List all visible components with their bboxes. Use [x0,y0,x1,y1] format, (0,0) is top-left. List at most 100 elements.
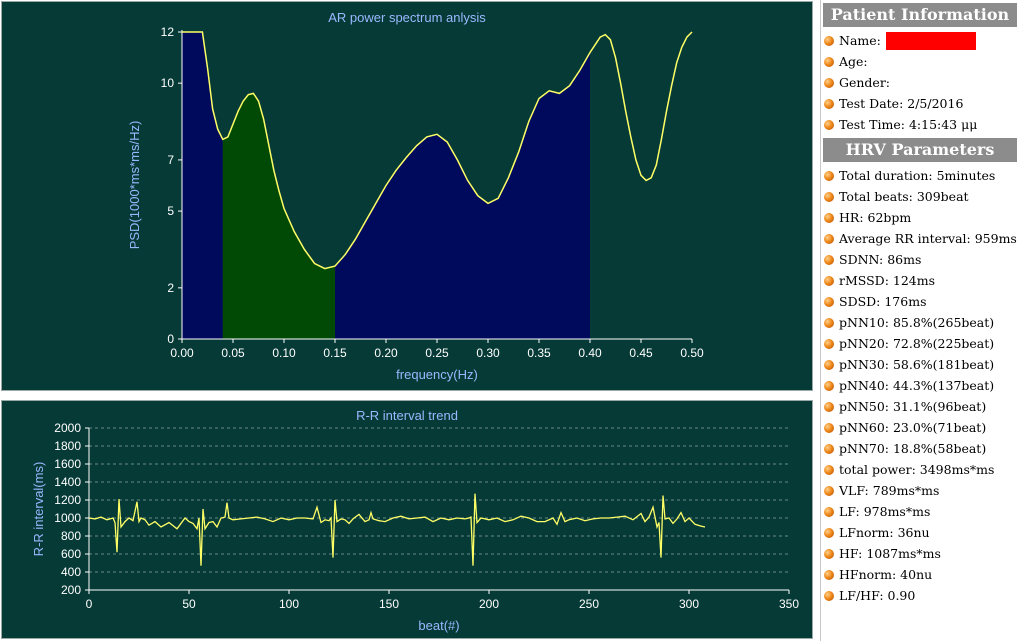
patient-info-label: Gender: [839,75,891,90]
psd-x-tick-label: 0.25 [425,346,449,360]
patient-info-list: Name: Age: Gender: Test Date: 2/5/2016 Test … [821,30,1019,135]
hrv-parameter-row: HR: 62bpm [821,207,1019,228]
psd-band-1 [222,93,335,340]
hrv-parameter-label: HR: 62bpm [839,210,912,225]
patient-info-label: Name: [839,33,881,48]
rr-y-tick-label: 2000 [54,421,81,435]
hrv-parameter-label: pNN60: 23.0%(71beat) [839,420,987,435]
psd-y-tick-label: 0 [167,332,174,346]
orange-bullet-icon [824,233,834,244]
psd-x-tick-label: 0.10 [272,346,296,360]
hrv-parameter-label: Total duration: 5minutes [839,168,996,183]
orange-bullet-icon [824,527,834,538]
hrv-parameter-row: pNN40: 44.3%(137beat) [821,375,1019,396]
psd-y-tick-label: 5 [167,204,174,218]
orange-bullet-icon [824,401,834,412]
hrv-parameter-row: total power: 3498ms*ms [821,459,1019,480]
hrv-parameter-label: Average RR interval: 959ms [839,231,1017,246]
rr-y-tick-label: 200 [61,583,81,597]
hrv-parameter-row: pNN50: 31.1%(96beat) [821,396,1019,417]
rr-y-tick-label: 1200 [54,493,81,507]
hrv-parameter-label: pNN70: 18.8%(58beat) [839,441,987,456]
psd-y-tick-label: 10 [161,76,175,90]
rr-x-tick-label: 150 [379,597,399,611]
rr-x-axis-label: beat(#) [418,618,459,633]
hrv-parameter-row: pNN70: 18.8%(58beat) [821,438,1019,459]
rr-y-tick-label: 1600 [54,457,81,471]
psd-chart-title: AR power spectrum anlysis [328,10,486,25]
hrv-parameter-row: Total duration: 5minutes [821,165,1019,186]
hrv-parameter-row: pNN30: 58.6%(181beat) [821,354,1019,375]
hrv-parameter-row: LF/HF: 0.90 [821,585,1019,606]
patient-info-label: Age: [839,54,868,69]
orange-bullet-icon [824,119,834,130]
hrv-parameter-row: SDSD: 176ms [821,291,1019,312]
patient-info-row: Name: [821,30,1019,51]
patient-info-row: Age: [821,51,1019,72]
patient-info-row: Test Time: 4:15:43 μμ [821,114,1019,135]
hrv-parameter-label: pNN20: 72.8%(225beat) [839,336,995,351]
hrv-parameter-label: rMSSD: 124ms [839,273,936,288]
orange-bullet-icon [824,56,834,67]
rr-chart-panel: 200 400 600 800 1000 1200 1400 1600 1800 2000 0 50 1… [1,400,813,639]
hrv-parameter-label: SDSD: 176ms [839,294,927,309]
orange-bullet-icon [824,443,834,454]
hrv-parameter-label: SDNN: 86ms [839,252,922,267]
rr-x-tick-label: 50 [182,597,196,611]
hrv-parameter-label: HF: 1087ms*ms [839,546,941,561]
orange-bullet-icon [824,35,834,46]
orange-bullet-icon [824,548,834,559]
hrv-parameter-row: LFnorm: 36nu [821,522,1019,543]
hrv-parameter-label: LF: 978ms*ms [839,504,931,519]
hrv-parameter-row: LF: 978ms*ms [821,501,1019,522]
hrv-parameter-label: pNN10: 85.8%(265beat) [839,315,995,330]
psd-y-tick-label: 2 [167,281,174,295]
psd-x-tick-label: 0.50 [680,346,704,360]
hrv-parameter-label: LFnorm: 36nu [839,525,930,540]
rr-y-tick-label: 400 [61,565,81,579]
rr-y-tick-label: 800 [61,529,81,543]
orange-bullet-icon [824,464,834,475]
info-sidebar: Patient Information Name: Age: Gender: Test… [820,0,1019,641]
rr-x-tick-label: 200 [479,597,499,611]
hrv-parameter-row: Total beats: 309beat [821,186,1019,207]
hrv-parameter-label: HFnorm: 40nu [839,567,933,582]
orange-bullet-icon [824,212,834,223]
patient-info-label: Test Date: 2/5/2016 [839,96,964,111]
psd-x-tick-label: 0.40 [578,346,602,360]
psd-band-0 [182,32,223,339]
rr-y-tick-label: 1800 [54,439,81,453]
hrv-parameter-row: HFnorm: 40nu [821,564,1019,585]
hrv-parameter-row: rMSSD: 124ms [821,270,1019,291]
hrv-parameter-row: Average RR interval: 959ms [821,228,1019,249]
orange-bullet-icon [824,485,834,496]
psd-y-tick-label: 12 [161,25,175,39]
rr-trace [88,493,706,566]
psd-chart-panel: 0.00 0.05 0.10 0.15 0.20 0.25 0.30 0.35 0.40 0.45… [1,1,813,391]
hrv-parameter-label: VLF: 789ms*ms [839,483,940,498]
psd-x-tick-label: 0.20 [374,346,398,360]
psd-x-tick-label: 0.05 [221,346,245,360]
psd-x-axis-label: frequency(Hz) [396,367,478,382]
orange-bullet-icon [824,506,834,517]
orange-bullet-icon [824,98,834,109]
orange-bullet-icon [824,338,834,349]
hrv-parameter-row: VLF: 789ms*ms [821,480,1019,501]
psd-y-tick-label: 7 [167,153,174,167]
hrv-parameter-row: SDNN: 86ms [821,249,1019,270]
rr-y-tick-label: 1000 [54,511,81,525]
hrv-parameter-label: pNN40: 44.3%(137beat) [839,378,995,393]
hrv-parameter-row: pNN10: 85.8%(265beat) [821,312,1019,333]
orange-bullet-icon [824,254,834,265]
redacted-name-block [885,31,976,50]
orange-bullet-icon [824,170,834,181]
hrv-parameter-label: Total beats: 309beat [839,189,969,204]
hrv-parameters-list: Total duration: 5minutes Total beats: 309… [821,165,1019,606]
rr-y-tick-label: 1400 [54,475,81,489]
hrv-parameter-label: total power: 3498ms*ms [839,462,995,477]
psd-x-tick-label: 0.00 [170,346,194,360]
psd-curve [182,31,693,270]
rr-x-tick-label: 300 [679,597,699,611]
patient-info-row: Test Date: 2/5/2016 [821,93,1019,114]
rr-x-tick-label: 0 [86,597,93,611]
